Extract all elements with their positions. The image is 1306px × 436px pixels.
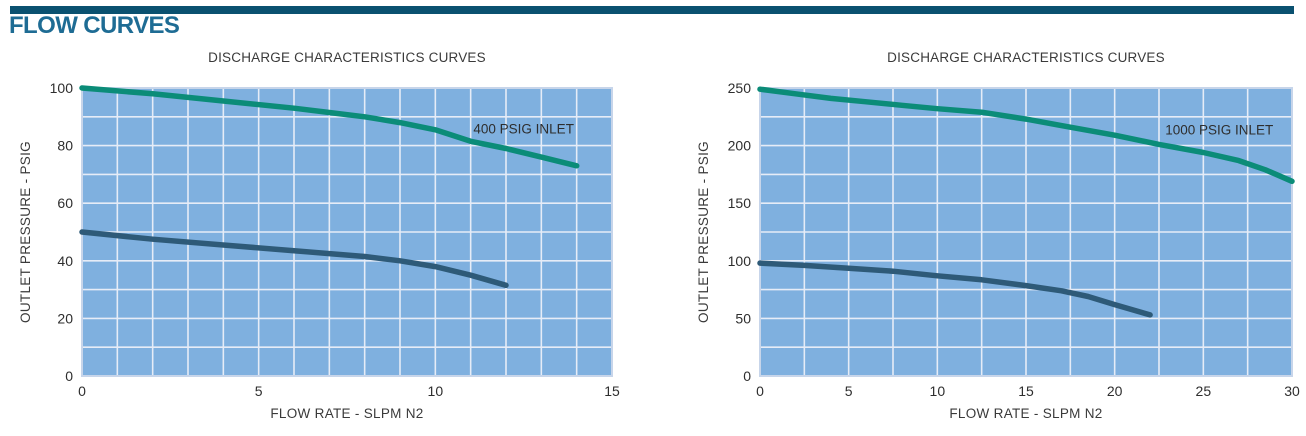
x-axis-title: FLOW RATE - SLPM N2 [949, 406, 1103, 421]
x-tick-label: 10 [428, 383, 444, 399]
y-tick-label: 100 [728, 253, 752, 269]
y-tick-label: 0 [743, 368, 751, 384]
chart-title: DISCHARGE CHARACTERISTICS CURVES [887, 50, 1165, 65]
x-tick-label: 5 [845, 383, 853, 399]
page-title: FLOW CURVES [9, 12, 180, 39]
inlet-pressure-label: 1000 PSIG INLET [1165, 122, 1273, 137]
x-tick-label: 15 [604, 383, 620, 399]
y-tick-label: 60 [57, 195, 73, 211]
x-tick-label: 25 [1196, 383, 1212, 399]
x-tick-label: 10 [930, 383, 946, 399]
chart-title: DISCHARGE CHARACTERISTICS CURVES [208, 50, 486, 65]
y-tick-label: 40 [57, 253, 73, 269]
x-tick-label: 15 [1018, 383, 1034, 399]
x-tick-label: 5 [255, 383, 263, 399]
curve-400-psig-inlet [79, 85, 580, 169]
top-accent-bar [10, 6, 1294, 14]
curve-lower-unlabeled-curve [79, 229, 509, 289]
y-axis-title: OUTLET PRESSURE - PSIG [18, 141, 33, 323]
y-tick-label: 150 [728, 195, 752, 211]
curve-1000-psig-inlet [757, 86, 1295, 185]
y-tick-label: 50 [735, 310, 751, 326]
discharge-curves-chart-400psig: 0 5 10 15 0 20 40 60 80 100 OUTLET PRESSURE - PSIG… [18, 80, 620, 399]
chart-panel-1000psig: DISCHARGE CHARACTERISTICS CURVES 0 5 10 15 2… [660, 46, 1306, 436]
y-tick-label: 250 [728, 80, 752, 96]
x-tick-label: 0 [78, 383, 86, 399]
y-tick-label: 80 [57, 138, 73, 154]
chart-panel-400psig: DISCHARGE CHARACTERISTICS CURVES 0 5 10 15 0… [0, 46, 653, 436]
y-tick-label: 0 [65, 368, 73, 384]
y-tick-label: 100 [50, 80, 74, 96]
x-axis-title: FLOW RATE - SLPM N2 [270, 406, 424, 421]
inlet-pressure-label: 400 PSIG INLET [473, 121, 574, 136]
curve-lower-unlabeled-curve [757, 260, 1153, 318]
y-axis-title: OUTLET PRESSURE - PSIG [696, 141, 711, 323]
y-tick-label: 20 [57, 310, 73, 326]
y-tick-label: 200 [728, 138, 752, 154]
x-tick-label: 20 [1107, 383, 1123, 399]
x-tick-label: 0 [756, 383, 764, 399]
plot-border [759, 87, 1293, 377]
x-tick-label: 30 [1284, 383, 1300, 399]
discharge-curves-chart-1000psig: 0 5 10 15 20 25 30 0 50 100 150 200 250 OUTLET PRESSU… [696, 80, 1300, 399]
